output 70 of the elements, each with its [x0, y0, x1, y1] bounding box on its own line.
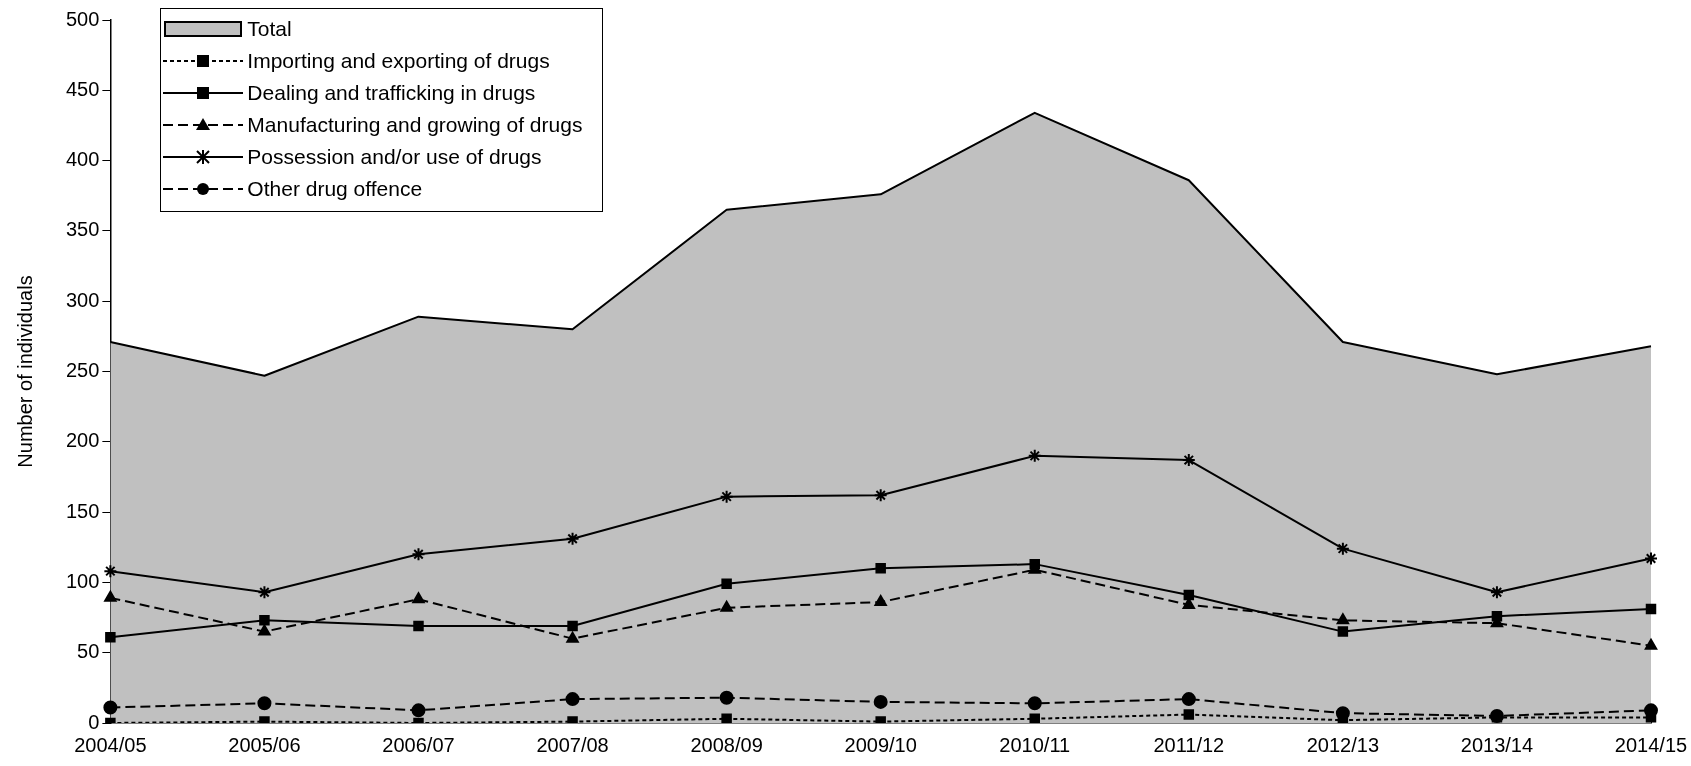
point: [103, 564, 118, 579]
point: [1181, 453, 1196, 468]
point: [259, 615, 270, 626]
y-tick-label: 350: [65, 218, 100, 241]
point: [565, 531, 580, 546]
legend-label: Total: [247, 17, 292, 41]
point: [105, 631, 116, 643]
y-tick-label: 150: [65, 499, 100, 522]
point: [411, 547, 426, 562]
point: [1029, 713, 1040, 723]
y-tick-label: 500: [65, 7, 100, 30]
y-tick-label: 0: [88, 710, 100, 733]
point: [719, 690, 734, 705]
y-tick-label: 50: [77, 640, 100, 663]
point: [721, 713, 732, 723]
x-tick-label: 2013/14: [1460, 733, 1534, 756]
point: [565, 692, 580, 707]
y-axis-title: Number of individuals: [13, 275, 36, 468]
point: [257, 585, 272, 600]
legend-label: Manufacturing and growing of drugs: [247, 113, 583, 137]
point: [411, 703, 426, 718]
point: [257, 696, 272, 711]
point: [1181, 692, 1196, 707]
point: [1644, 638, 1658, 650]
x-tick-label: 2014/15: [1614, 733, 1688, 756]
point: [875, 563, 886, 574]
point: [258, 624, 271, 636]
x-tick-label: 2005/06: [228, 733, 301, 756]
point: [1029, 558, 1040, 570]
point: [1027, 448, 1042, 463]
x-tick-label: 2011/12: [1153, 733, 1225, 756]
point: [1335, 541, 1350, 556]
legend-label: Possession and/or use of drugs: [247, 145, 542, 169]
x-tick-label: 2012/13: [1306, 733, 1380, 756]
legend-label: Importing and exporting of drugs: [247, 49, 550, 73]
point: [1644, 551, 1658, 566]
y-tick-label: 100: [65, 569, 100, 592]
point: [412, 592, 425, 604]
point: [1336, 613, 1350, 625]
point: [104, 590, 117, 602]
point: [874, 595, 887, 607]
point: [1645, 603, 1657, 615]
point: [103, 700, 118, 715]
x-tick-label: 2006/07: [382, 733, 455, 756]
point: [1337, 626, 1349, 637]
x-tick-label: 2007/08: [536, 733, 609, 756]
y-tick-label: 200: [65, 429, 100, 452]
x-tick-label: 2004/05: [74, 733, 147, 756]
point: [873, 488, 888, 503]
legend-label: Dealing and trafficking in drugs: [247, 81, 536, 105]
point: [1183, 709, 1195, 720]
point: [1489, 585, 1504, 600]
point: [1183, 589, 1195, 601]
point: [719, 489, 734, 504]
point: [1491, 610, 1503, 622]
point: [873, 694, 888, 709]
y-tick-label: 400: [65, 148, 100, 171]
y-tick-label: 450: [65, 77, 100, 100]
x-tick-label: 2010/11: [999, 733, 1071, 756]
y-tick-label: 250: [65, 359, 100, 382]
point: [566, 631, 579, 643]
point: [1027, 696, 1042, 711]
x-tick-label: 2008/09: [690, 733, 763, 756]
point: [720, 600, 733, 612]
x-tick-label: 2009/10: [844, 733, 917, 756]
point: [721, 578, 732, 590]
y-tick-label: 300: [65, 288, 100, 311]
point: [413, 620, 424, 632]
point: [567, 620, 578, 632]
legend-label: Other drug offence: [247, 177, 423, 201]
